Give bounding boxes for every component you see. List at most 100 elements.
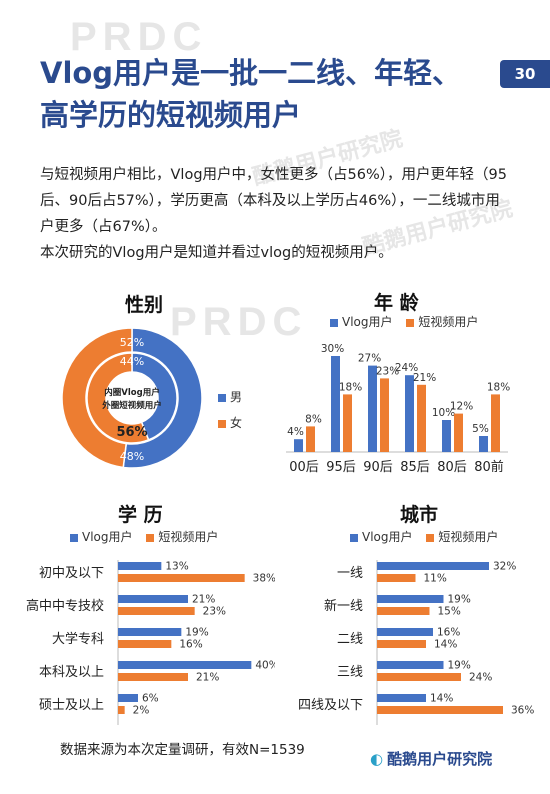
center-label: 内圈Vlog用户: [104, 387, 159, 398]
legend-label: Vlog用户: [82, 530, 133, 544]
bar-short: [380, 378, 389, 452]
bar-short: [491, 394, 500, 452]
education-bar-chart: 13%38%初中及以下21%23%高中中专技校19%16%大学专科40%21%本…: [26, 560, 275, 725]
bar-short: [377, 640, 426, 648]
data-label: 14%: [430, 693, 453, 705]
data-label: 32%: [493, 561, 516, 573]
y-tick-label: 初中及以下: [39, 566, 104, 581]
bar-vlog: [377, 694, 426, 702]
legend-swatch-vlog: [70, 533, 78, 542]
bar-vlog: [118, 562, 162, 570]
legend-label: 短视频用户: [158, 530, 219, 544]
gender-legend-female: 女: [218, 414, 242, 431]
data-label: 44%: [120, 355, 144, 368]
data-label: 21%: [192, 594, 215, 606]
bar-vlog: [331, 356, 340, 452]
bar-short: [118, 673, 188, 681]
penguin-logo-icon: ◐: [370, 750, 384, 768]
bar-short: [118, 706, 125, 714]
legend-label: 短视频用户: [438, 530, 499, 544]
page-title: Vlog用户是一批一二线、年轻、高学历的短视频用户: [40, 56, 462, 132]
center-label: 外圈短视频用户: [101, 400, 162, 411]
data-label: 21%: [413, 372, 436, 384]
data-label: 38%: [253, 573, 275, 585]
y-tick-label: 大学专科: [52, 631, 104, 647]
data-label: 6%: [142, 693, 159, 705]
data-label: 16%: [179, 639, 202, 651]
data-label: 27%: [358, 353, 381, 365]
data-label: 5%: [472, 423, 489, 435]
bar-short: [377, 607, 430, 615]
donut-slice: [86, 352, 150, 444]
legend-label: Vlog用户: [342, 315, 393, 329]
bar-vlog: [405, 375, 414, 452]
data-label: 23%: [376, 365, 399, 377]
data-label: 18%: [339, 381, 362, 393]
legend-label: Vlog用户: [362, 530, 413, 544]
intro-summary: 与短视频用户相比，Vlog用户中，女性更多（占56%），用户更年轻（95后、90…: [40, 167, 507, 235]
bar-short: [377, 706, 503, 714]
data-label: 14%: [434, 639, 457, 651]
bar-vlog: [118, 595, 188, 603]
x-tick-label: 80后: [437, 460, 467, 475]
legend-swatch-vlog: [218, 393, 226, 402]
y-tick-label: 四线及以下: [298, 698, 363, 713]
data-label: 13%: [165, 561, 188, 573]
page-number: 30: [500, 60, 550, 88]
donut-slice: [61, 327, 133, 469]
bar-vlog: [479, 436, 488, 452]
y-tick-label: 高中中专技校: [26, 598, 104, 614]
data-label: 21%: [196, 672, 219, 684]
legend-swatch-vlog: [330, 318, 338, 327]
bar-vlog: [118, 661, 252, 669]
bar-vlog: [118, 694, 138, 702]
data-label: 18%: [487, 381, 510, 393]
data-label: 36%: [511, 705, 534, 717]
bar-vlog: [118, 628, 182, 636]
city-chart-title: 城市: [400, 504, 439, 526]
gender-legend-male: 男: [218, 388, 242, 405]
data-label: 19%: [448, 594, 471, 606]
data-label: 15%: [438, 606, 461, 618]
y-tick-label: 新一线: [324, 598, 363, 614]
brand-logo: ◐ 酷鹅用户研究院: [370, 748, 492, 769]
city-legend: Vlog用户 短视频用户: [350, 528, 498, 545]
x-tick-label: 00后: [289, 460, 319, 475]
bar-vlog: [294, 439, 303, 452]
bar-short: [417, 384, 426, 452]
data-source-note: 数据来源为本次定量调研，有效N=1539: [60, 742, 305, 758]
donut-slice: [122, 327, 203, 469]
age-legend: Vlog用户 短视频用户: [330, 313, 478, 330]
data-label: 4%: [287, 426, 304, 438]
data-label: 40%: [255, 660, 275, 672]
data-label: 8%: [305, 413, 322, 425]
data-label: 24%: [395, 362, 418, 374]
legend-label: 短视频用户: [418, 315, 479, 329]
bar-vlog: [377, 628, 433, 636]
donut-slice: [131, 352, 178, 441]
legend-swatch-short: [406, 318, 415, 327]
bar-short: [306, 426, 315, 452]
legend-label: 女: [230, 416, 243, 430]
gender-chart-title: 性别: [125, 294, 164, 316]
data-label: 56%: [116, 425, 147, 440]
legend-swatch-short: [146, 533, 155, 542]
data-label: 19%: [185, 627, 208, 639]
bar-short: [118, 640, 172, 648]
bar-short: [118, 574, 245, 582]
legend-swatch-short: [218, 419, 226, 428]
x-tick-label: 90后: [363, 460, 393, 475]
data-label: 10%: [432, 407, 455, 419]
bar-short: [377, 574, 416, 582]
data-label: 11%: [424, 573, 447, 585]
y-tick-label: 二线: [337, 632, 363, 647]
data-label: 24%: [469, 672, 492, 684]
bar-short: [118, 607, 195, 615]
y-tick-label: 硕士及以上: [39, 698, 104, 713]
bar-vlog: [368, 365, 377, 452]
data-label: 52%: [120, 336, 144, 349]
data-label: 23%: [203, 606, 226, 618]
watermark: PRDC: [70, 15, 208, 59]
education-legend: Vlog用户 短视频用户: [70, 528, 218, 545]
